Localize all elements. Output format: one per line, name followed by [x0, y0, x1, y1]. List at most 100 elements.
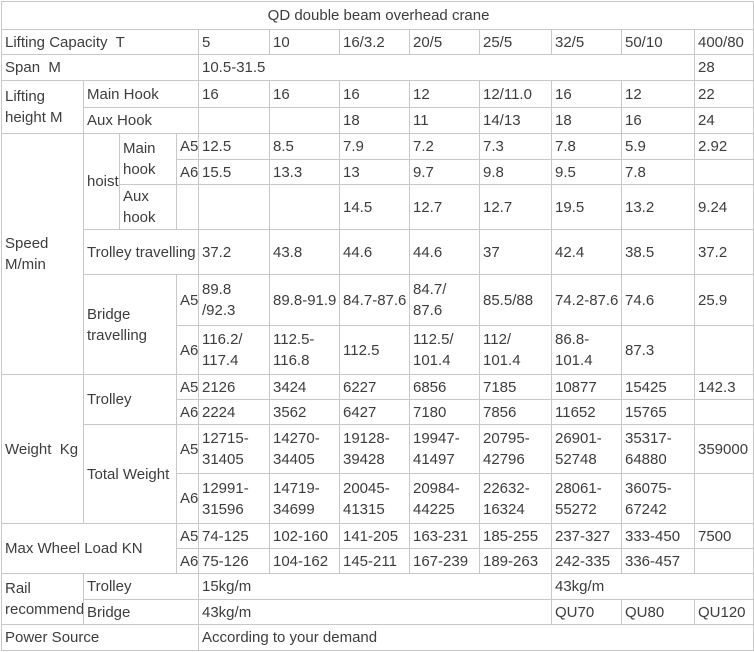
cell: 84.7-87.6 [339, 274, 410, 326]
cell: 7500 [693, 523, 754, 549]
cell: 145-211 [339, 548, 410, 574]
grade-label: A6 [176, 159, 199, 185]
row-label-bridge-travelling: Bridge travelling [83, 274, 177, 375]
cell: 112.5- 116.8 [269, 325, 340, 375]
cell-empty [198, 184, 270, 230]
cell: 142.3 [693, 374, 754, 400]
row-lifting-capacity: Lifting Capacity T 5 10 16/3.2 20/5 25/5… [1, 29, 754, 55]
cell: 44.6 [409, 229, 480, 275]
row-label-max-wheel: Max Wheel Load KN [1, 523, 177, 574]
row-label-hoist: hoist [83, 133, 120, 230]
row-power-source: Power Source According to your demand [1, 624, 754, 651]
cell: 7.2 [409, 133, 480, 160]
row-rail-trolley: Rail recommended Trolley 15kg/m 43kg/m [1, 573, 754, 625]
cell: 9.7 [409, 159, 480, 185]
row-label-lifting-capacity: Lifting Capacity T [1, 29, 199, 55]
cell: 185-255 [479, 523, 552, 549]
row-max-wheel-a6: A6 75-126 104-162 145-211 167-239 189-26… [2, 548, 754, 574]
cell: 12.7 [409, 184, 480, 230]
cell: 20984- 44225 [409, 473, 480, 524]
cell: 7.9 [339, 133, 410, 160]
cell: 19128- 39428 [339, 424, 410, 474]
cell: 12715- 31405 [198, 424, 270, 474]
row-label-lifting-height: Lifting height M [1, 80, 84, 134]
cell: 14719- 34699 [269, 473, 340, 524]
row-label-total-weight: Total Weight [83, 424, 177, 524]
title-row: QD double beam overhead crane [0, 1, 754, 30]
cell: 15425 [621, 374, 695, 400]
cell: 10 [269, 29, 340, 55]
cell: 74.2-87.6 [551, 274, 622, 326]
cell: 16 [551, 80, 622, 108]
cell: 14/13 [479, 107, 552, 134]
cell: 104-162 [269, 548, 340, 574]
cell-empty [269, 184, 340, 230]
row-main-hook-height: Lifting height M Main Hook 16 16 16 12 1… [1, 80, 754, 134]
cell-empty [176, 184, 199, 230]
cell: 16 [198, 80, 270, 108]
cell: 44.6 [339, 229, 410, 275]
cell: 11652 [551, 399, 622, 425]
cell: QU70 [551, 599, 622, 625]
cell-empty [693, 548, 754, 574]
cell: 16 [269, 80, 340, 108]
row-label-weight-trolley: Trolley [83, 374, 177, 425]
cell: 43kg/m [198, 599, 552, 625]
cell: 13.2 [621, 184, 695, 230]
cell: 85.5/88 [479, 274, 552, 326]
table-title: QD double beam overhead crane [0, 1, 754, 30]
row-label-rail: Rail recommended [1, 573, 84, 625]
grade-label: A6 [176, 399, 199, 425]
cell: 12 [409, 80, 480, 108]
cell: 7185 [479, 374, 552, 400]
cell: 7180 [409, 399, 480, 425]
cell: 7.8 [621, 159, 695, 185]
row-aux-hook-height: Aux Hook 18 11 14/13 18 16 24 [2, 107, 754, 134]
cell: 19.5 [551, 184, 622, 230]
cell: 18 [551, 107, 622, 134]
cell: 336-457 [621, 548, 695, 574]
cell: 13.3 [269, 159, 340, 185]
cell-empty [198, 107, 270, 134]
row-label-trolley-travelling: Trolley travelling [83, 229, 199, 275]
row-trolley-travelling: Trolley travelling 37.2 43.8 44.6 44.6 3… [2, 229, 754, 275]
row-label-aux-hook: Aux Hook [83, 107, 199, 134]
cell: 42.4 [551, 229, 622, 275]
cell: 333-450 [621, 523, 695, 549]
cell: 32/5 [551, 29, 622, 55]
cell: 5 [198, 29, 270, 55]
row-rail-bridge: Bridge 43kg/m QU70 QU80 QU120 [2, 599, 754, 625]
grade-label: A5 [176, 274, 199, 326]
cell: 3562 [269, 399, 340, 425]
cell: 25.9 [693, 274, 754, 326]
cell: 3424 [269, 374, 340, 400]
cell-empty [269, 107, 340, 134]
row-total-weight-a6: A6 12991- 31596 14719- 34699 20045- 4131… [2, 473, 754, 524]
cell: 7.3 [479, 133, 552, 160]
cell: 112.5 [339, 325, 410, 375]
cell: 36075- 67242 [621, 473, 695, 524]
row-label-rail-bridge: Bridge [83, 599, 199, 625]
cell: 15kg/m [198, 573, 552, 600]
cell: 19947- 41497 [409, 424, 480, 474]
cell: 167-239 [409, 548, 480, 574]
cell: 74-125 [198, 523, 270, 549]
row-label-span: Span M [1, 54, 199, 81]
cell: 359000 [693, 424, 754, 474]
cell-empty [693, 473, 754, 524]
cell: 9.24 [693, 184, 754, 230]
cell-empty [693, 399, 754, 425]
row-max-wheel-a5: Max Wheel Load KN A5 74-125 102-160 141-… [1, 523, 754, 574]
cell: 400/80 [693, 29, 754, 55]
cell: 12 [621, 80, 695, 108]
cell: 74.6 [621, 274, 695, 326]
row-label-main-hook: Main Hook [83, 80, 199, 108]
grade-label: A5 [176, 424, 199, 474]
cell: 12.7 [479, 184, 552, 230]
row-total-weight-a5: Total Weight A5 12715- 31405 14270- 3440… [2, 424, 754, 524]
cell: 11 [409, 107, 480, 134]
cell: 8.5 [269, 133, 340, 160]
cell: 9.5 [551, 159, 622, 185]
cell: 89.8-91.9 [269, 274, 340, 326]
cell: 6856 [409, 374, 480, 400]
